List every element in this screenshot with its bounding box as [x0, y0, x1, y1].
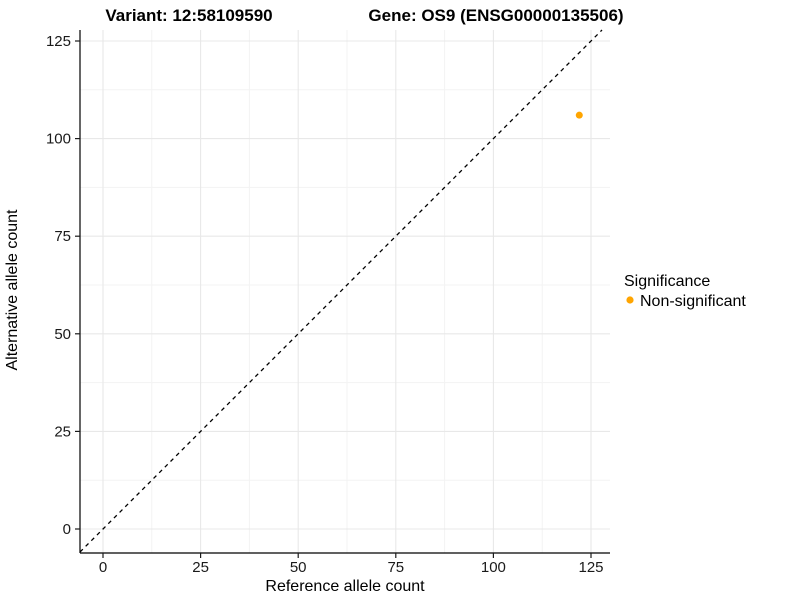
gene-title: Gene: OS9 (ENSG00000135506) — [368, 6, 623, 25]
tick-marks — [75, 40, 592, 558]
x-tick-label: 125 — [578, 559, 603, 576]
y-tick-label: 125 — [46, 33, 71, 50]
x-tick-labels: 0 25 50 75 100 125 — [99, 559, 604, 576]
legend-title: Significance — [624, 273, 710, 290]
data-points — [575, 111, 583, 119]
y-tick-label: 25 — [54, 423, 71, 440]
y-tick-label: 100 — [46, 131, 71, 148]
x-tick-label: 100 — [481, 559, 506, 576]
axis-lines — [79, 30, 610, 554]
scatter-point — [575, 111, 583, 119]
legend: Significance Non-significant — [624, 273, 746, 310]
x-tick-label: 25 — [192, 559, 209, 576]
y-tick-labels: 0 25 50 75 100 125 — [46, 33, 71, 538]
x-tick-label: 0 — [99, 559, 107, 576]
x-tick-label: 75 — [387, 559, 404, 576]
major-gridlines — [80, 30, 610, 553]
minor-gridlines — [80, 30, 610, 553]
x-axis-title: Reference allele count — [265, 578, 425, 595]
y-tick-label: 0 — [63, 521, 71, 538]
legend-key-dot — [626, 296, 634, 304]
y-tick-label: 75 — [54, 228, 71, 245]
legend-entries: Non-significant — [626, 293, 746, 310]
identity-dashed-line — [79, 29, 603, 553]
legend-entry-label: Non-significant — [640, 293, 746, 310]
identity-line — [79, 29, 603, 553]
y-tick-label: 50 — [54, 326, 71, 343]
variant-title: Variant: 12:58109590 — [105, 6, 272, 25]
x-tick-label: 50 — [290, 559, 307, 576]
y-axis-title: Alternative allele count — [4, 209, 21, 371]
